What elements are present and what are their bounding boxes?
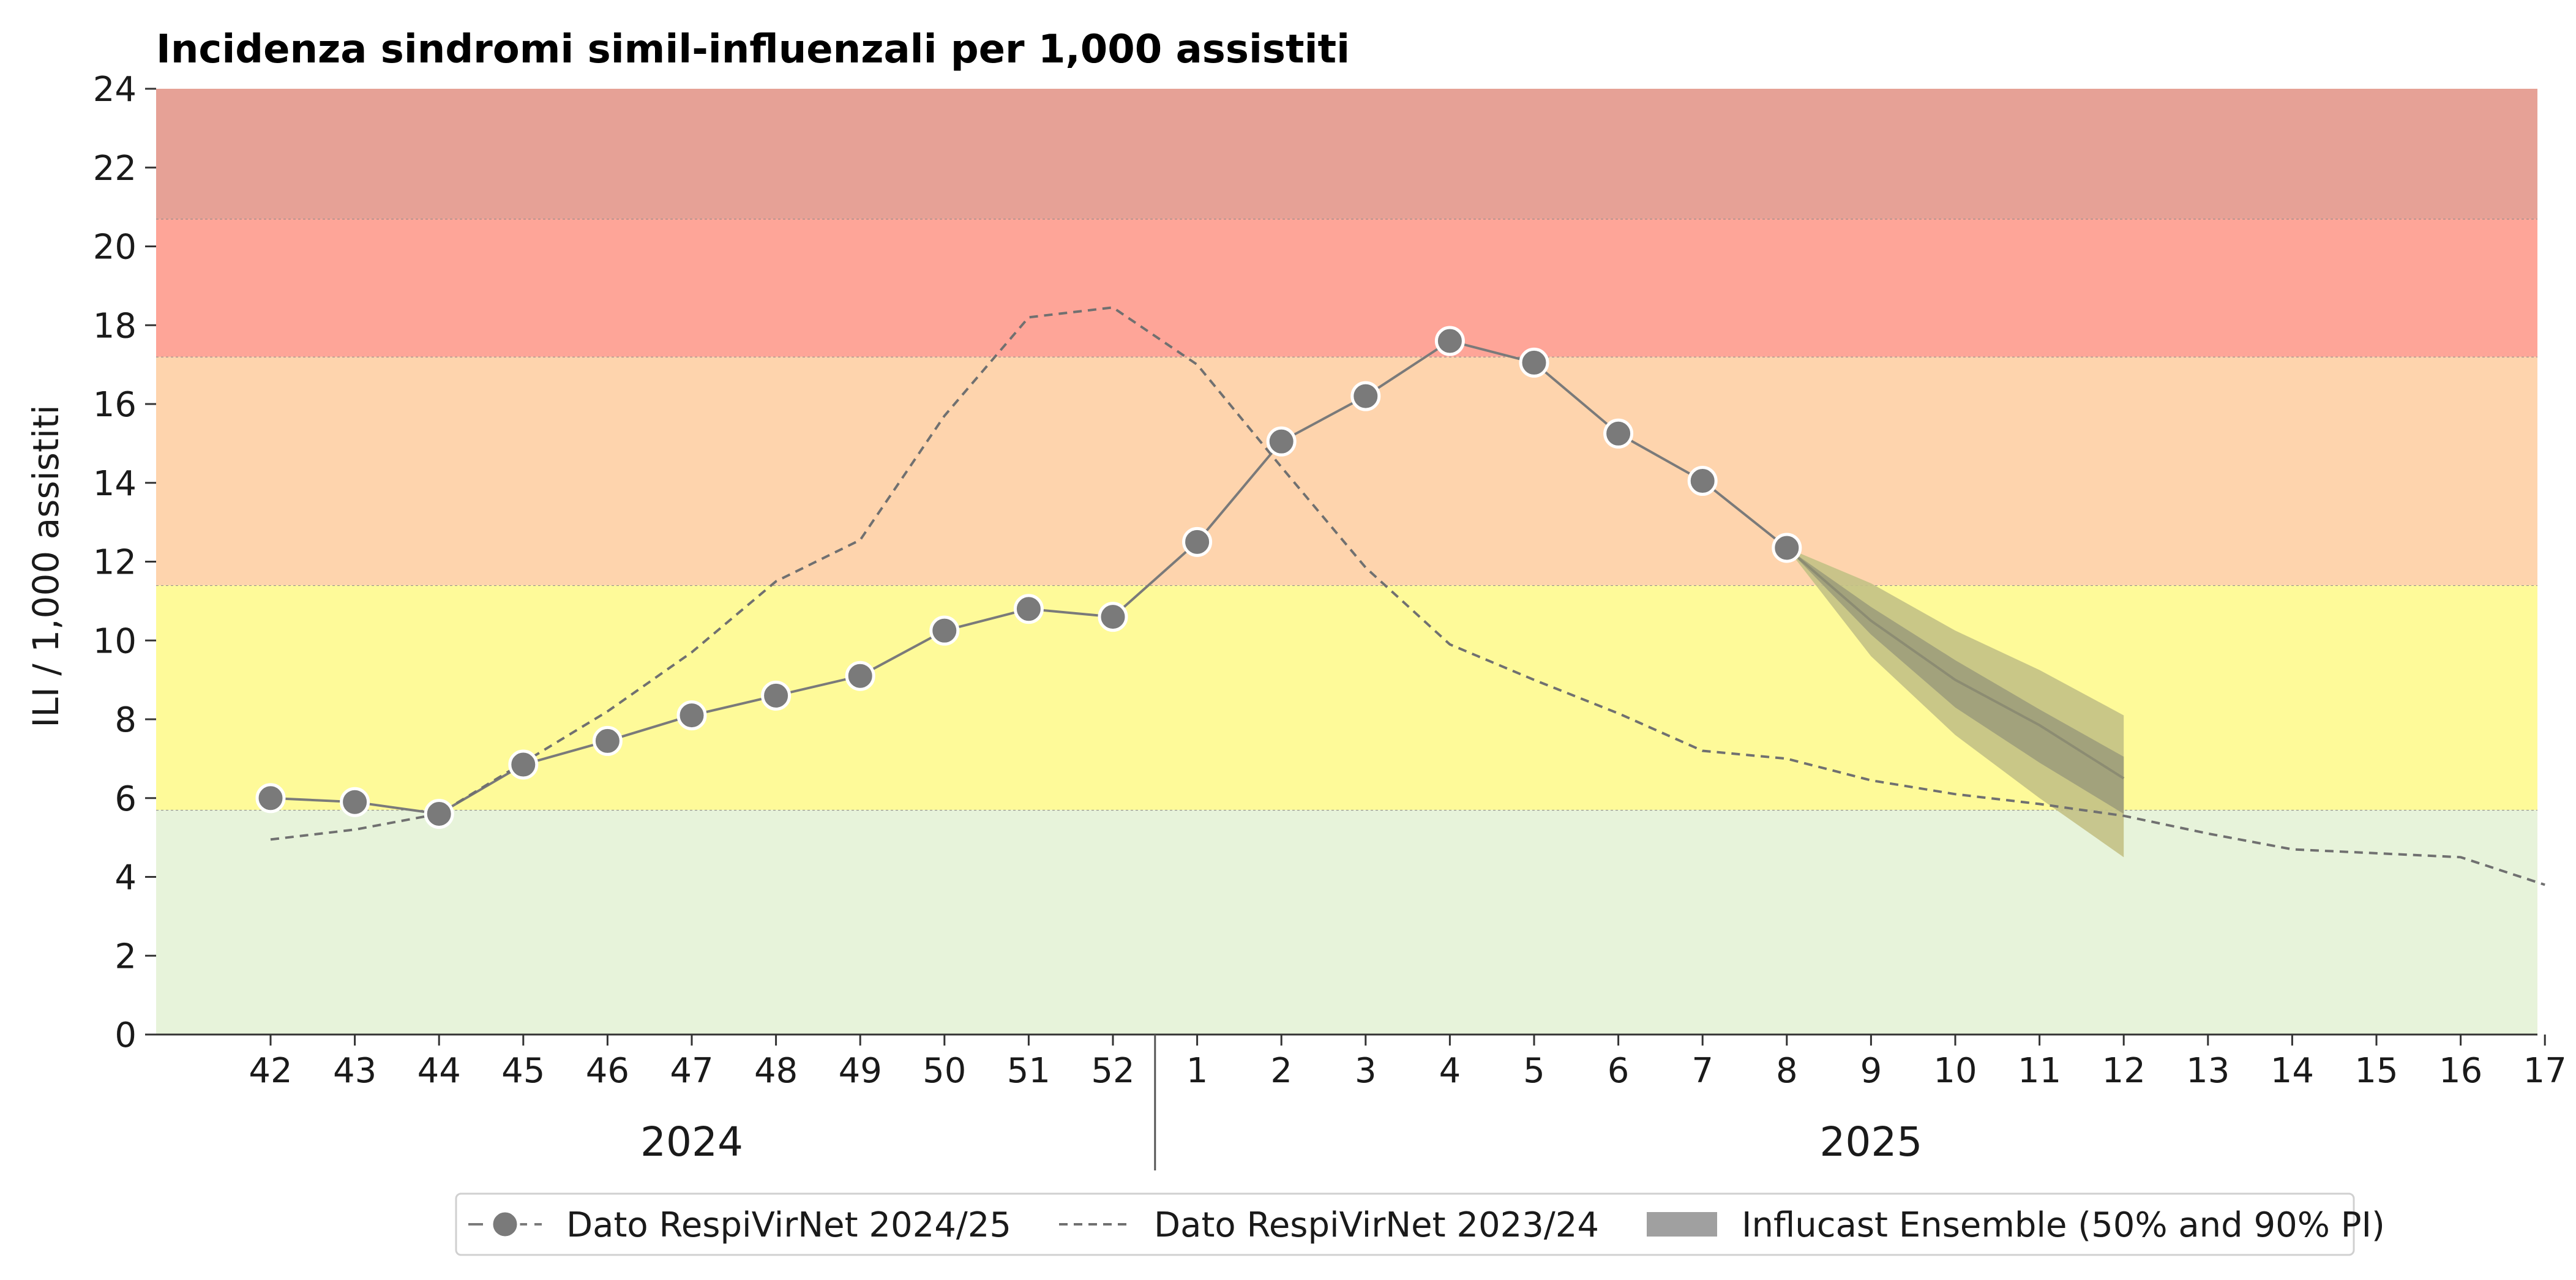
- data-point: [845, 661, 875, 691]
- forecast-median-line: [1786, 547, 2125, 780]
- data-point: [929, 615, 960, 646]
- x-tick-label: 13: [2186, 1051, 2230, 1091]
- y-tick-label: 0: [114, 1016, 137, 1055]
- data-point: [676, 700, 707, 731]
- x-tick-label: 17: [2523, 1051, 2567, 1091]
- x-tick-label: 14: [2271, 1051, 2314, 1091]
- x-tick-label: 45: [501, 1051, 545, 1091]
- x-tick-label: 15: [2354, 1051, 2398, 1091]
- x-tick-label: 50: [923, 1051, 966, 1091]
- y-tick-label: 18: [93, 306, 137, 346]
- x-tick-label: 9: [1860, 1051, 1882, 1091]
- legend-box: [455, 1192, 2355, 1256]
- data-point: [508, 749, 539, 780]
- y-tick-label: 24: [93, 70, 137, 110]
- y-tick-label: 10: [93, 621, 137, 661]
- x-tick-label: 44: [417, 1051, 461, 1091]
- legend-swatch-marker: [490, 1209, 520, 1240]
- intensity-band-2: [156, 356, 2537, 586]
- x-axis: 42 43 44 45 46 47 48 49 50 51 52 1 2 3 4 5 6 7 8 9 10 11 12 13 1…: [156, 1033, 2567, 1170]
- x-tick-label: 43: [333, 1051, 376, 1091]
- x-tick-label: 7: [1691, 1051, 1713, 1091]
- intensity-bands: [156, 89, 2537, 1035]
- intensity-band-1: [156, 585, 2537, 810]
- data-point: [424, 799, 454, 829]
- x-tick-label: 6: [1608, 1051, 1630, 1091]
- data-point: [1603, 418, 1634, 449]
- y-tick-label: 22: [93, 149, 137, 189]
- legend-swatch-band: [1647, 1212, 1717, 1237]
- x-tick-label: 3: [1355, 1051, 1377, 1091]
- data-point: [592, 725, 623, 756]
- legend-label: Influcast Ensemble (50% and 90% PI): [1742, 1205, 2385, 1245]
- year-label-2024: 2024: [640, 1118, 743, 1166]
- data-point: [1687, 466, 1718, 496]
- data-point: [1772, 533, 1802, 563]
- x-tick-label: 47: [670, 1051, 713, 1091]
- legend-label: Dato RespiVirNet 2024/25: [566, 1205, 1011, 1245]
- series-line-1: [270, 306, 2545, 886]
- y-tick-label: 12: [93, 543, 137, 583]
- x-tick-label: 51: [1007, 1051, 1050, 1091]
- y-tick-label: 14: [93, 464, 137, 504]
- data-point: [1434, 326, 1465, 356]
- x-tick-label: 48: [754, 1051, 798, 1091]
- y-tick-label: 16: [93, 385, 137, 425]
- x-tick-label: 1: [1186, 1051, 1208, 1091]
- data-point: [1182, 526, 1213, 557]
- intensity-band-3: [156, 219, 2537, 357]
- data-point: [1350, 381, 1381, 411]
- y-tick-label: 6: [114, 779, 137, 819]
- year-label-2025: 2025: [1819, 1118, 1922, 1166]
- data-point: [255, 783, 286, 814]
- x-tick-label: 12: [2102, 1051, 2146, 1091]
- intensity-band-4: [156, 89, 2537, 219]
- legend-label: Dato RespiVirNet 2023/24: [1154, 1205, 1599, 1245]
- y-tick-label: 4: [114, 858, 137, 898]
- x-tick-label: 2: [1270, 1051, 1292, 1091]
- data-point: [761, 680, 792, 711]
- data-point: [1519, 347, 1549, 378]
- x-tick-label: 11: [2018, 1051, 2061, 1091]
- x-tick-label: 4: [1439, 1051, 1461, 1091]
- x-tick-label: 46: [586, 1051, 629, 1091]
- data-point: [1098, 602, 1128, 632]
- y-tick-label: 2: [114, 937, 137, 976]
- x-tick-label: 8: [1776, 1051, 1798, 1091]
- legend: Dato RespiVirNet 2024/25 Dato RespiVirNet…: [455, 1192, 2385, 1256]
- x-tick-label: 10: [1933, 1051, 1977, 1091]
- y-tick-label: 8: [114, 700, 137, 740]
- y-tick-label: 20: [93, 228, 137, 268]
- intensity-band-0: [156, 810, 2537, 1035]
- y-axis-label: ILI / 1,000 assistiti: [25, 405, 67, 727]
- data-point: [1266, 426, 1297, 457]
- x-tick-label: 5: [1523, 1051, 1545, 1091]
- data-point: [340, 787, 370, 817]
- chart-title: Incidenza sindromi simil-influenzali per…: [156, 27, 1350, 72]
- data-point: [1013, 594, 1044, 624]
- x-tick-label: 52: [1091, 1051, 1134, 1091]
- series-layer: [255, 306, 2545, 886]
- x-tick-label: 49: [839, 1051, 882, 1091]
- x-tick-label: 16: [2439, 1051, 2482, 1091]
- x-tick-label: 42: [249, 1051, 292, 1091]
